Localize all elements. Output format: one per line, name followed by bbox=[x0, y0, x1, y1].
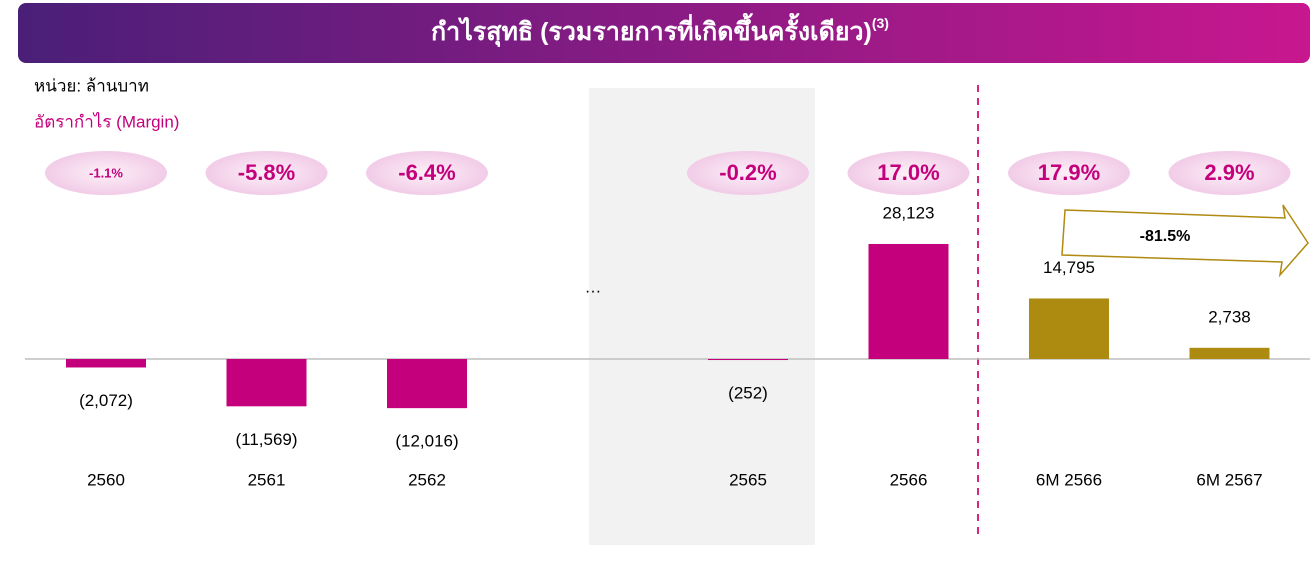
margin-pill bbox=[45, 151, 167, 195]
value-label: (12,016) bbox=[395, 432, 458, 451]
x-tick-label: 6M 2566 bbox=[1036, 470, 1102, 489]
title-note: (3) bbox=[872, 15, 889, 31]
value-label: (252) bbox=[728, 384, 768, 403]
annotation: -81.5% bbox=[1140, 228, 1191, 245]
title-banner bbox=[18, 3, 1310, 63]
x-tick-label: 2565 bbox=[729, 470, 767, 489]
bar bbox=[868, 243, 949, 359]
x-tick-label: 2566 bbox=[890, 470, 928, 489]
value-label: 14,795 bbox=[1043, 258, 1095, 277]
x-tick-label: 2560 bbox=[87, 470, 125, 489]
title-text: กำไรสุทธิ (รวมรายการที่เกิดขึ้นครั้งเดีย… bbox=[431, 12, 872, 48]
bar bbox=[708, 359, 788, 361]
change-arrow bbox=[1061, 204, 1309, 278]
margin-pill bbox=[1008, 151, 1130, 195]
margin-label: -0.2% bbox=[719, 160, 776, 185]
margin-pill bbox=[1168, 151, 1291, 195]
gap-label: … bbox=[585, 277, 602, 296]
x-tick-label: 2562 bbox=[408, 470, 446, 489]
margin-label: 17.9% bbox=[1038, 160, 1100, 185]
x-tick-label: 6M 2567 bbox=[1196, 470, 1262, 489]
value-label: (11,569) bbox=[235, 430, 297, 449]
bar bbox=[66, 359, 146, 368]
bar bbox=[387, 359, 467, 409]
value-label: 2,738 bbox=[1208, 307, 1251, 326]
margin-pill bbox=[366, 151, 488, 195]
value-label: 28,123 bbox=[883, 203, 935, 222]
unit-label: หน่วย: ล้านบาท bbox=[34, 76, 149, 95]
bar bbox=[1029, 298, 1109, 359]
margin-pill bbox=[205, 151, 328, 195]
margin-pill bbox=[847, 151, 970, 195]
margin-label: -1.1% bbox=[89, 165, 123, 180]
margin-label: -6.4% bbox=[398, 160, 455, 185]
margin-label: -5.8% bbox=[238, 160, 295, 185]
bar bbox=[226, 359, 307, 407]
x-tick-label: 2561 bbox=[248, 470, 286, 489]
margin-label: 2.9% bbox=[1204, 160, 1254, 185]
bar bbox=[1189, 347, 1270, 359]
margin-title: อัตรากำไร (Margin) bbox=[34, 111, 179, 131]
value-label: (2,072) bbox=[79, 391, 133, 410]
margin-label: 17.0% bbox=[877, 160, 939, 185]
chart-title: กำไรสุทธิ (รวมรายการที่เกิดขึ้นครั้งเดีย… bbox=[431, 12, 889, 48]
margin-pill bbox=[687, 151, 809, 195]
